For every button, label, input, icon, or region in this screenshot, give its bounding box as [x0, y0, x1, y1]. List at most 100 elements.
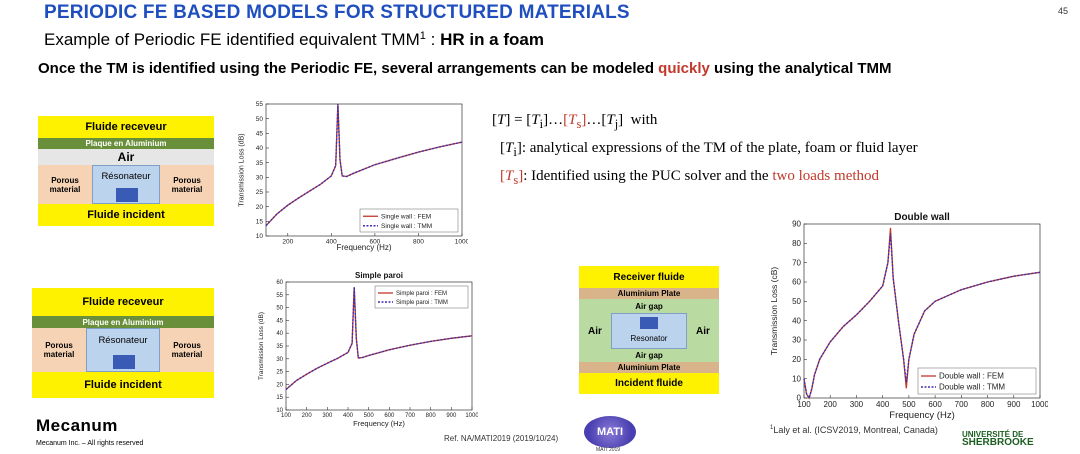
x-tick-label: 200: [302, 413, 313, 419]
diagram-double-wall: Receiver fluide Aluminium Plate Air gap …: [579, 266, 719, 394]
chart-title: Simple paroi: [355, 271, 403, 280]
y-tick-label: 70: [792, 258, 801, 267]
t-s: T: [568, 112, 577, 128]
y-tick-label: 10: [792, 374, 801, 383]
x-tick-label: 800: [413, 239, 424, 246]
x-tick-label: 500: [364, 413, 375, 419]
y-tick-label: 35: [276, 344, 283, 350]
porous-left: Porous material: [32, 328, 86, 372]
legend-label: Double wall : TMM: [939, 383, 1005, 392]
resonator-cavity: [116, 188, 138, 202]
x-tick-label: 400: [876, 400, 890, 409]
subtitle-sep: :: [425, 30, 441, 49]
y-tick-label: 30: [256, 175, 264, 182]
x-tick-label: 600: [369, 239, 380, 246]
x-tick-label: 200: [824, 400, 838, 409]
diagram-single-wall-mid: Fluide receveur Plaque en Aluminium Poro…: [32, 288, 214, 398]
air-layer: Air: [38, 149, 214, 165]
chart-simple-paroi-svg: 100 200 300 400 500 600 700 800 900 1000 10 15 20 25 3…: [258, 271, 479, 428]
y-tick-label: 45: [276, 318, 283, 324]
y-tick-label: 30: [792, 336, 801, 345]
y-tick-label: 60: [276, 280, 283, 286]
x-tick-label: 300: [322, 413, 333, 419]
t-i-sub: i: [539, 117, 544, 131]
line3-sub: s: [513, 173, 519, 187]
chart-simple-paroi: 100 200 300 400 500 600 700 800 900 1000 10 15 20 25 3…: [256, 268, 479, 428]
t-i: T: [531, 112, 540, 128]
x-tick-label: 100: [797, 400, 811, 409]
x-tick-label: 900: [446, 413, 457, 419]
subtitle: Example of Periodic FE identified equiva…: [44, 30, 544, 50]
x-tick-label: 700: [405, 413, 416, 419]
air-left: Air: [579, 313, 611, 349]
x-tick-label: 800: [981, 400, 995, 409]
chart-single-wall-svg: 200 400 600 800 1000 10 15 20 25 30 35 40 45 50 55 Freq…: [239, 101, 470, 252]
resonator: Résonateur: [86, 328, 160, 372]
y-tick-label: 50: [256, 116, 264, 123]
incident-fluid: Fluide incident: [32, 372, 214, 398]
porous-left: Porous material: [38, 165, 92, 204]
y-tick-label: 15: [256, 219, 264, 226]
t-j: T: [606, 112, 615, 128]
x-tick-label: 200: [282, 239, 293, 246]
y-tick-label: 20: [276, 382, 283, 388]
porous-right: Porous material: [160, 165, 214, 204]
air-gap-top: Air gap: [579, 299, 719, 313]
subtitle-text: Example of Periodic FE identified equiva…: [44, 30, 420, 49]
line2-sub: i: [513, 145, 517, 159]
resonator-cavity: [113, 355, 135, 369]
y-axis-label: Transmission Loss (dB): [258, 312, 265, 380]
line2-text: : analytical expressions of the TM of th…: [521, 140, 918, 156]
line3-text: : Identified using the PUC solver and th…: [523, 168, 773, 184]
x-axis-label: Frequency (Hz): [353, 419, 405, 428]
x-tick-label: 400: [343, 413, 354, 419]
x-tick-label: 300: [850, 400, 864, 409]
y-tick-label: 40: [792, 316, 801, 325]
y-tick-label: 30: [276, 357, 283, 363]
resonator-label: Résonateur: [98, 335, 148, 346]
legend-label: Double wall : FEM: [939, 372, 1004, 381]
t-j-sub: j: [614, 117, 619, 131]
y-tick-label: 55: [256, 101, 264, 108]
y-tick-label: 50: [792, 297, 801, 306]
university-line2: SHERBROOKE: [962, 437, 1034, 448]
aluminium-plate-top: Aluminium Plate: [579, 288, 719, 299]
resonator-cavity: [640, 317, 658, 329]
y-tick-label: 25: [256, 189, 264, 196]
chart-double-wall: 100 200 300 400 500 600 700 800 900 1000 0 10 20 30 40…: [768, 210, 1049, 421]
resonator-row: Porous material Résonateur Porous materi…: [38, 165, 214, 204]
mecanum-rights: Mecanum Inc. – All rights reserved: [36, 440, 144, 447]
line3-highlight: two loads method: [772, 168, 880, 184]
t-total: T: [497, 112, 506, 128]
y-tick-label: 10: [276, 408, 283, 414]
y-tick-label: 15: [276, 395, 283, 401]
t-s-sub: s: [576, 117, 582, 131]
y-tick-label: 55: [276, 293, 283, 299]
y-tick-label: 45: [256, 131, 264, 138]
resonator-label: Résonateur: [101, 171, 151, 182]
y-tick-label: 40: [276, 331, 283, 337]
y-tick-label: 20: [792, 355, 801, 364]
y-tick-label: 50: [276, 306, 283, 312]
subtitle-sup: 1: [419, 30, 426, 42]
x-tick-label: 600: [928, 400, 942, 409]
y-axis-label: Transmission Loss (dB): [239, 133, 246, 206]
x-tick-label: 100: [281, 413, 292, 419]
y-tick-label: 90: [792, 220, 801, 229]
legend-label: Simple paroi : TMM: [396, 300, 448, 306]
x-tick-label: 400: [326, 239, 337, 246]
y-tick-label: 80: [792, 239, 801, 248]
resonator: Resonator: [611, 313, 687, 349]
equation-line-2: [Ti]: analytical expressions of the TM o…: [500, 140, 918, 159]
series-line: [265, 103, 463, 227]
legend-box: [374, 285, 469, 309]
air-right: Air: [687, 313, 719, 349]
porous-right: Porous material: [160, 328, 214, 372]
x-tick-label: 1000: [1031, 400, 1048, 409]
legend-label: Single wall : FEM: [381, 213, 431, 220]
resonator-row: Air Resonator Air: [579, 313, 719, 349]
aluminium-plate: Plaque en Aluminium: [32, 316, 214, 328]
equation-line-1: [T] = [Ti]…[Ts]…[Tj] with: [492, 112, 658, 131]
series-line: [285, 287, 473, 391]
aluminium-plate-bottom: Aluminium Plate: [579, 362, 719, 373]
